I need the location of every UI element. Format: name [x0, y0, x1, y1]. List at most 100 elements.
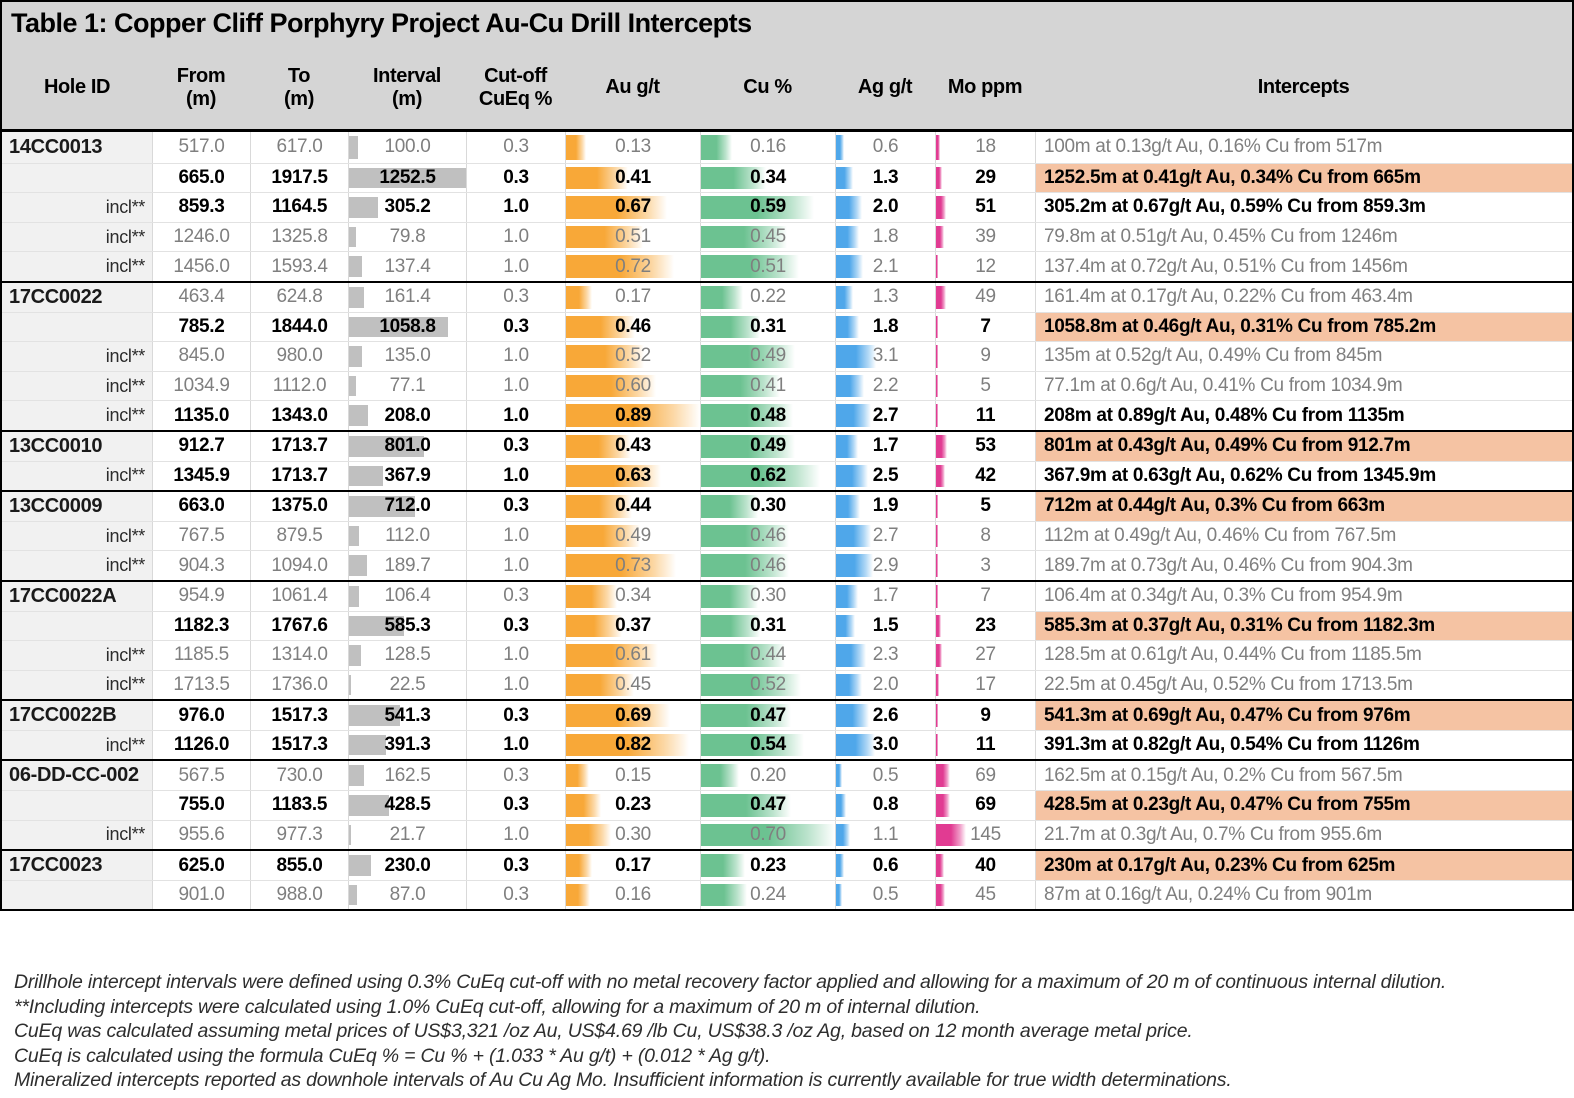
intercept-cell-value: 106.4m at 0.34g/t Au, 0.3% Cu from 954.9…	[1044, 585, 1403, 607]
ag-cell-value: 1.7	[872, 585, 899, 607]
cu-cell-value: 0.22	[750, 286, 786, 308]
au-cell-value: 0.16	[615, 884, 651, 906]
intercept-cell: 112m at 0.49g/t Au, 0.46% Cu from 767.5m	[1035, 521, 1572, 551]
to-cell: 1164.5	[250, 193, 348, 222]
au-cell: 0.37	[565, 611, 700, 641]
ag-cell-value: 1.3	[872, 166, 899, 188]
cutoff-cell: 0.3	[466, 791, 565, 820]
cu-databar	[701, 225, 788, 249]
interval-cell: 161.4	[348, 282, 466, 312]
hole-id-cell-value: incl**	[105, 465, 146, 486]
cu-cell: 0.23	[700, 851, 835, 880]
cutoff-cell: 0.3	[466, 701, 565, 730]
to-cell-value: 1314.0	[271, 644, 328, 666]
interval-databar	[349, 346, 362, 367]
from-cell: 1126.0	[152, 730, 250, 760]
intercept-cell-value: 21.7m at 0.3g/t Au, 0.7% Cu from 955.6m	[1044, 823, 1382, 845]
ag-cell: 0.6	[835, 851, 935, 880]
column-header-hole-id: Hole ID	[2, 76, 152, 99]
mo-databar	[936, 584, 938, 608]
au-cell: 0.82	[565, 730, 700, 760]
cu-cell-value: 0.46	[750, 525, 786, 547]
mo-cell-value: 11	[975, 734, 996, 756]
to-cell-value: 617.0	[276, 136, 323, 158]
from-cell: 1345.9	[152, 461, 250, 491]
intercept-cell: 161.4m at 0.17g/t Au, 0.22% Cu from 463.…	[1035, 282, 1572, 312]
mo-cell: 53	[935, 431, 1035, 461]
au-databar	[566, 823, 612, 847]
mo-cell-value: 5	[980, 495, 991, 517]
cutoff-cell: 0.3	[466, 312, 565, 342]
to-cell: 1736.0	[250, 670, 348, 700]
from-cell: 567.5	[152, 761, 250, 791]
cu-databar	[701, 704, 791, 727]
cutoff-cell-value: 0.3	[503, 495, 529, 517]
ag-cell-value: 3.1	[872, 345, 899, 367]
mo-databar	[936, 166, 942, 190]
to-cell: 617.0	[250, 132, 348, 163]
intercept-cell-value: 100m at 0.13g/t Au, 0.16% Cu from 517m	[1044, 136, 1383, 158]
cu-cell: 0.62	[700, 461, 835, 491]
intercept-cell: 367.9m at 0.63g/t Au, 0.62% Cu from 1345…	[1035, 461, 1572, 491]
au-databar	[566, 285, 592, 309]
from-cell-value: 463.4	[178, 286, 225, 308]
mo-databar	[936, 434, 947, 458]
hole-id-cell: incl**	[2, 371, 152, 401]
to-cell-value: 1917.5	[271, 166, 328, 188]
ag-cell-value: 0.5	[872, 884, 899, 906]
mo-databar	[936, 196, 947, 219]
mo-databar	[936, 495, 938, 518]
au-cell: 0.34	[565, 581, 700, 611]
intercept-cell: 135m at 0.52g/t Au, 0.49% Cu from 845m	[1035, 342, 1572, 371]
from-cell: 976.0	[152, 701, 250, 730]
ag-cell-value: 1.7	[872, 435, 899, 457]
au-cell-value: 0.69	[615, 704, 651, 726]
from-cell: 1456.0	[152, 252, 250, 281]
from-cell-value: 1034.9	[173, 375, 230, 397]
au-cell: 0.51	[565, 222, 700, 252]
table-row: incl** 904.3 1094.0 189.7 1.0 0.73 0.46 2.9 3 189…	[2, 550, 1572, 580]
interval-cell: 801.0	[348, 431, 466, 461]
cutoff-cell-value: 1.0	[503, 823, 529, 845]
interval-cell: 541.3	[348, 701, 466, 730]
mo-databar	[936, 345, 938, 368]
to-cell: 980.0	[250, 342, 348, 371]
cutoff-cell: 1.0	[466, 193, 565, 222]
intercept-cell: 712m at 0.44g/t Au, 0.3% Cu from 663m	[1035, 492, 1572, 521]
cu-cell-value: 0.52	[750, 673, 786, 695]
cu-databar	[701, 644, 786, 667]
au-databar	[566, 554, 676, 577]
to-cell-value: 1767.6	[271, 614, 328, 636]
mo-databar	[936, 464, 945, 488]
cu-databar	[701, 345, 795, 368]
mo-databar	[936, 524, 938, 548]
hole-id-cell-value: 17CC0022B	[9, 704, 117, 727]
ag-cell: 2.6	[835, 701, 935, 730]
from-cell-value: 901.0	[178, 884, 225, 906]
from-cell: 625.0	[152, 851, 250, 880]
cu-cell-value: 0.54	[750, 734, 786, 756]
to-cell: 1375.0	[250, 492, 348, 521]
cu-cell: 0.47	[700, 701, 835, 730]
from-cell: 767.5	[152, 521, 250, 551]
au-databar	[566, 854, 592, 877]
mo-cell: 23	[935, 611, 1035, 641]
interval-databar	[349, 405, 369, 426]
interval-cell: 208.0	[348, 401, 466, 430]
to-cell: 1314.0	[250, 641, 348, 670]
mo-cell-value: 42	[975, 464, 996, 486]
cu-cell: 0.54	[700, 730, 835, 760]
cutoff-cell-value: 1.0	[503, 255, 529, 277]
table-row: 901.0 988.0 87.0 0.3 0.16 0.24 0.5 45 87m at 0.1…	[2, 879, 1572, 910]
to-cell: 1517.3	[250, 730, 348, 760]
table-row: incl** 1345.9 1713.7 367.9 1.0 0.63 0.62 2.5 42 3…	[2, 460, 1572, 491]
cu-cell: 0.49	[700, 342, 835, 371]
cu-databar	[701, 823, 835, 847]
mo-cell-value: 29	[975, 166, 996, 188]
au-cell: 0.23	[565, 791, 700, 820]
intercept-cell: 208m at 0.89g/t Au, 0.48% Cu from 1135m	[1035, 401, 1572, 430]
cu-cell: 0.46	[700, 521, 835, 551]
interval-cell-value: 128.5	[384, 644, 431, 666]
au-cell: 0.73	[565, 551, 700, 580]
hole-id-cell-value: 06-DD-CC-002	[9, 764, 139, 787]
